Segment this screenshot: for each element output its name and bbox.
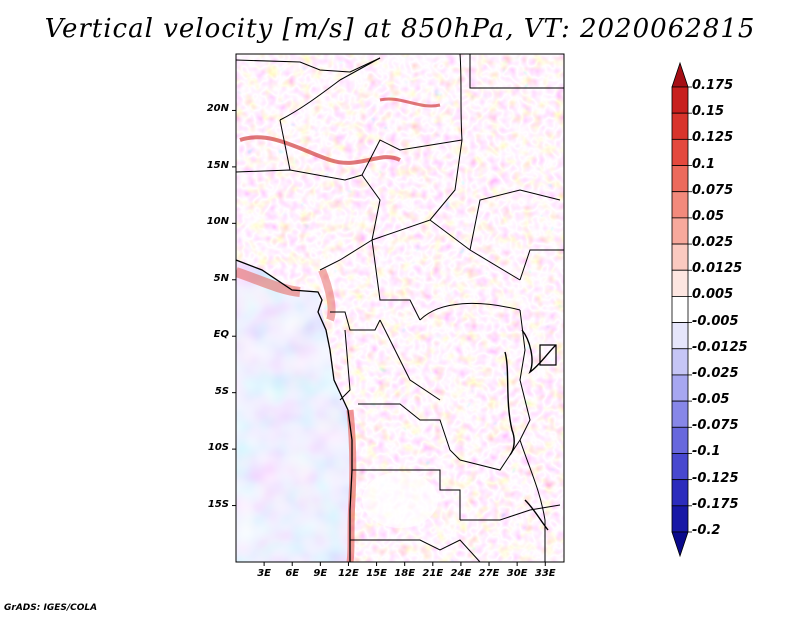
lon-label: 6E xyxy=(285,568,300,579)
colorbar-box xyxy=(671,453,689,481)
colorbar-label: 0.1 xyxy=(692,156,716,172)
colorbar-label: 0.15 xyxy=(692,104,725,120)
colorbar-label: 0.05 xyxy=(692,208,725,224)
lon-ticks xyxy=(263,562,546,566)
lon-label: 27E xyxy=(478,568,500,579)
colorbar-box xyxy=(671,165,689,193)
colorbar-box xyxy=(671,138,689,166)
colorbar-box xyxy=(671,374,689,402)
map-title: Vertical velocity [m/s] at 850hPa, VT: 2… xyxy=(44,14,756,44)
colorbar-box xyxy=(671,322,689,350)
lon-label: 18E xyxy=(394,568,416,579)
colorbar-label: -0.1 xyxy=(692,444,721,460)
lat-label: 15S xyxy=(207,498,229,510)
lon-label: 12E xyxy=(338,568,359,579)
lon-label: 30E xyxy=(506,568,528,579)
colorbar-label: -0.025 xyxy=(692,365,739,381)
grads-credit: GrADS: IGES/COLA xyxy=(4,603,98,613)
borders xyxy=(236,54,564,562)
lat-label: 20N xyxy=(206,103,229,115)
colorbar-box xyxy=(671,86,689,114)
colorbar-box xyxy=(671,505,689,533)
map-frame xyxy=(235,53,565,563)
colorbar-box xyxy=(671,296,689,323)
colorbar-label: -0.05 xyxy=(692,392,730,408)
lon-label: 21E xyxy=(422,568,444,579)
lat-label: 10N xyxy=(206,216,229,228)
colorbar-label: 0.025 xyxy=(692,235,734,251)
colorbar-box xyxy=(671,426,689,454)
colorbar-bottom-arrow xyxy=(671,531,689,558)
colorbar-box xyxy=(671,269,689,297)
colorbar-box xyxy=(671,217,689,245)
colorbar-box xyxy=(671,348,689,376)
colorbar-label: 0.125 xyxy=(692,130,734,146)
colorbar-label: 0.175 xyxy=(692,78,734,93)
lon-label: 33E xyxy=(534,568,556,579)
lon-label: 9E xyxy=(313,568,328,579)
lon-label: 3E xyxy=(257,568,271,579)
colorbar-top-arrow xyxy=(671,61,689,88)
lat-label: 5N xyxy=(213,272,229,284)
colorbar-label: -0.175 xyxy=(692,496,739,512)
colorbar-label: -0.2 xyxy=(692,523,721,538)
colorbar-box xyxy=(671,400,689,428)
colorbar-label: -0.005 xyxy=(692,313,739,329)
velocity-field xyxy=(236,54,564,562)
lat-label: 15N xyxy=(206,159,229,171)
colorbar-box xyxy=(671,191,689,219)
lat-label: EQ xyxy=(213,329,229,341)
colorbar-label: 0.0125 xyxy=(692,261,743,277)
lat-label: 10S xyxy=(207,442,229,454)
colorbar-label: 0.005 xyxy=(692,287,734,303)
colorbar-label: 0.075 xyxy=(692,182,734,198)
colorbar xyxy=(671,61,692,558)
lon-label: 15E xyxy=(366,568,387,579)
colorbar-label: -0.0125 xyxy=(692,339,748,355)
colorbar-label: -0.125 xyxy=(692,470,739,486)
colorbar-box xyxy=(671,112,689,140)
lon-label: 24E xyxy=(450,568,472,579)
colorbar-label: -0.075 xyxy=(692,418,739,434)
lat-ticks xyxy=(232,109,236,507)
colorbar-box xyxy=(671,479,689,507)
colorbar-box xyxy=(671,243,689,271)
lat-label: 5S xyxy=(214,385,229,397)
